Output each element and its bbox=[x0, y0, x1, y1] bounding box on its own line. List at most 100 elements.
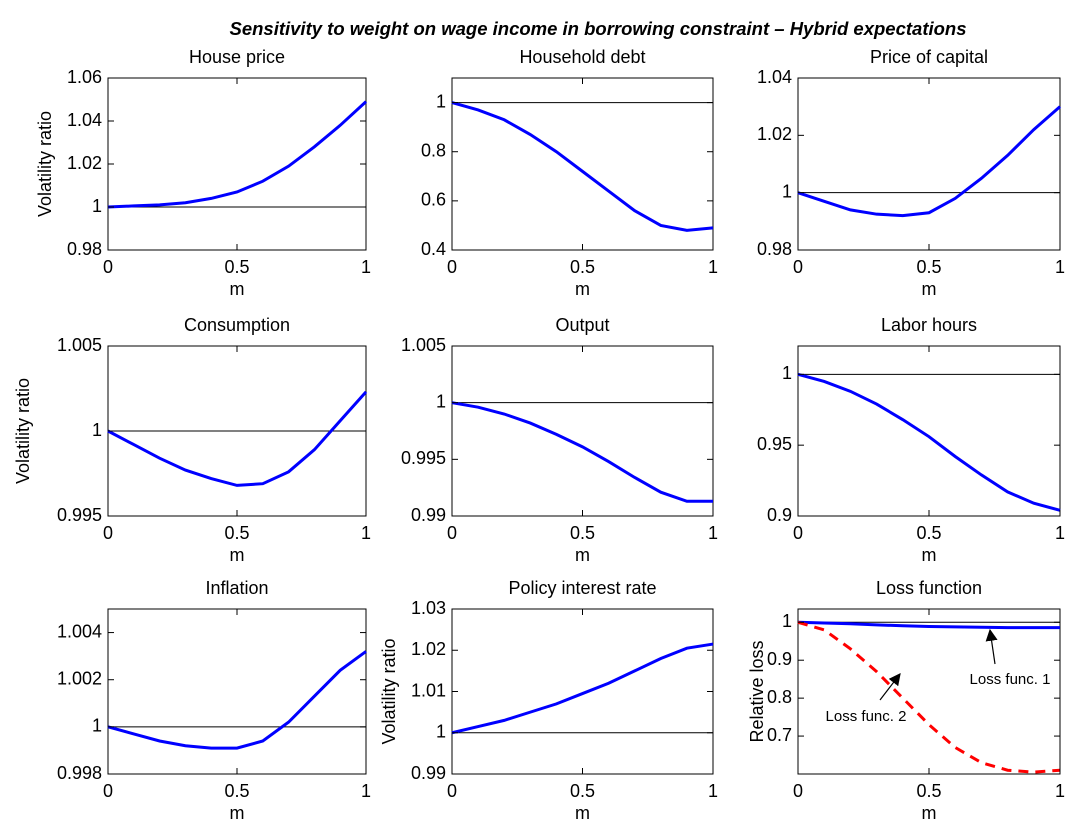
x-tick-label: 1 bbox=[708, 523, 718, 543]
x-tick-label: 1 bbox=[361, 523, 371, 543]
x-tick-label: 1 bbox=[1055, 781, 1065, 801]
x-axis-label: m bbox=[230, 279, 245, 299]
y-tick-label: 1.06 bbox=[67, 67, 102, 87]
y-tick-label: 1.002 bbox=[57, 668, 102, 688]
y-tick-label: 0.8 bbox=[421, 140, 446, 160]
y-tick-label: 1 bbox=[92, 716, 102, 736]
y-tick-label: 0.6 bbox=[421, 190, 446, 210]
y-tick-label: 0.995 bbox=[401, 448, 446, 468]
y-tick-label: 0.7 bbox=[767, 725, 792, 745]
x-axis-label: m bbox=[575, 279, 590, 299]
y-tick-label: 1 bbox=[436, 91, 446, 111]
axes-box bbox=[797, 608, 1061, 775]
series-line bbox=[451, 101, 714, 232]
y-tick-label: 0.99 bbox=[411, 505, 446, 525]
x-tick-label: 1 bbox=[708, 781, 718, 801]
x-tick-label: 0 bbox=[103, 523, 113, 543]
series-line bbox=[451, 642, 714, 735]
x-tick-label: 0 bbox=[103, 257, 113, 277]
x-tick-label: 0.5 bbox=[224, 257, 249, 277]
subplot-title: Inflation bbox=[205, 578, 268, 598]
subplot-title: House price bbox=[189, 47, 285, 67]
y-tick-label: 1.02 bbox=[411, 639, 446, 659]
x-tick-label: 1 bbox=[1055, 523, 1065, 543]
y-axis-label: Volatility ratio bbox=[379, 638, 399, 744]
y-tick-label: 1.005 bbox=[57, 335, 102, 355]
y-tick-label: 0.4 bbox=[421, 239, 446, 259]
x-axis-label: m bbox=[575, 545, 590, 565]
series-line bbox=[107, 390, 368, 487]
axes-box bbox=[451, 345, 714, 517]
series-annotation: Loss func. 1 bbox=[970, 671, 1051, 688]
x-tick-label: 0 bbox=[103, 781, 113, 801]
y-tick-label: 1.02 bbox=[757, 124, 792, 144]
y-tick-label: 1.04 bbox=[757, 67, 792, 87]
x-axis-label: m bbox=[230, 803, 245, 823]
axes-box bbox=[107, 608, 367, 775]
x-axis-label: m bbox=[922, 545, 937, 565]
x-tick-label: 0.5 bbox=[570, 523, 595, 543]
x-tick-label: 0.5 bbox=[916, 257, 941, 277]
x-tick-label: 1 bbox=[361, 257, 371, 277]
y-tick-label: 0.995 bbox=[57, 505, 102, 525]
x-axis-label: m bbox=[922, 279, 937, 299]
x-tick-label: 0 bbox=[793, 781, 803, 801]
series-line bbox=[797, 372, 1061, 512]
series-line bbox=[797, 620, 1060, 630]
annotation-arrow bbox=[879, 673, 901, 701]
x-axis-label: m bbox=[922, 803, 937, 823]
x-tick-label: 0.5 bbox=[916, 523, 941, 543]
y-tick-label: 0.95 bbox=[757, 434, 792, 454]
subplot-title: Loss function bbox=[876, 578, 982, 598]
x-tick-label: 0.5 bbox=[570, 257, 595, 277]
figure-title: Sensitivity to weight on wage income in … bbox=[229, 18, 966, 39]
y-tick-label: 0.98 bbox=[67, 239, 102, 259]
x-tick-label: 0.5 bbox=[224, 523, 249, 543]
y-axis-label: Relative loss bbox=[747, 640, 767, 742]
axes-box bbox=[451, 77, 714, 251]
y-tick-label: 1.02 bbox=[67, 153, 102, 173]
y-tick-label: 0.9 bbox=[767, 505, 792, 525]
x-tick-label: 0 bbox=[447, 257, 457, 277]
y-tick-label: 1 bbox=[782, 611, 792, 631]
axes-box bbox=[797, 77, 1061, 251]
x-tick-label: 0 bbox=[793, 523, 803, 543]
subplot-title: Household debt bbox=[519, 47, 645, 67]
subplot-title: Output bbox=[555, 315, 609, 335]
annotation-arrow bbox=[985, 628, 998, 665]
subplot-title: Labor hours bbox=[881, 315, 977, 335]
y-axis-label: Volatility ratio bbox=[35, 111, 55, 217]
y-tick-label: 0.998 bbox=[57, 763, 102, 783]
x-tick-label: 0.5 bbox=[916, 781, 941, 801]
series-line bbox=[451, 401, 713, 503]
y-tick-label: 1.01 bbox=[411, 680, 446, 700]
y-tick-label: 0.98 bbox=[757, 239, 792, 259]
x-tick-label: 1 bbox=[1055, 257, 1065, 277]
subplot-title: Policy interest rate bbox=[508, 578, 656, 598]
y-tick-label: 1.004 bbox=[57, 621, 102, 641]
y-tick-label: 1 bbox=[92, 196, 102, 216]
x-tick-label: 0.5 bbox=[570, 781, 595, 801]
subplot-title: Price of capital bbox=[870, 47, 988, 67]
x-tick-label: 0 bbox=[447, 523, 457, 543]
y-tick-label: 1 bbox=[436, 391, 446, 411]
y-axis-label: Volatility ratio bbox=[13, 378, 33, 484]
y-tick-label: 1 bbox=[436, 722, 446, 742]
x-axis-label: m bbox=[230, 545, 245, 565]
series-line bbox=[107, 100, 368, 209]
axes-box bbox=[451, 608, 714, 775]
y-tick-label: 0.99 bbox=[411, 763, 446, 783]
y-tick-label: 0.8 bbox=[767, 687, 792, 707]
y-tick-label: 1.005 bbox=[401, 335, 446, 355]
x-tick-label: 1 bbox=[361, 781, 371, 801]
y-tick-label: 1 bbox=[92, 420, 102, 440]
x-axis-label: m bbox=[575, 803, 590, 823]
y-tick-label: 1.04 bbox=[67, 110, 102, 130]
x-tick-label: 1 bbox=[708, 257, 718, 277]
y-tick-label: 1 bbox=[782, 363, 792, 383]
y-tick-label: 0.9 bbox=[767, 649, 792, 669]
series-line bbox=[797, 105, 1061, 218]
x-tick-label: 0 bbox=[447, 781, 457, 801]
